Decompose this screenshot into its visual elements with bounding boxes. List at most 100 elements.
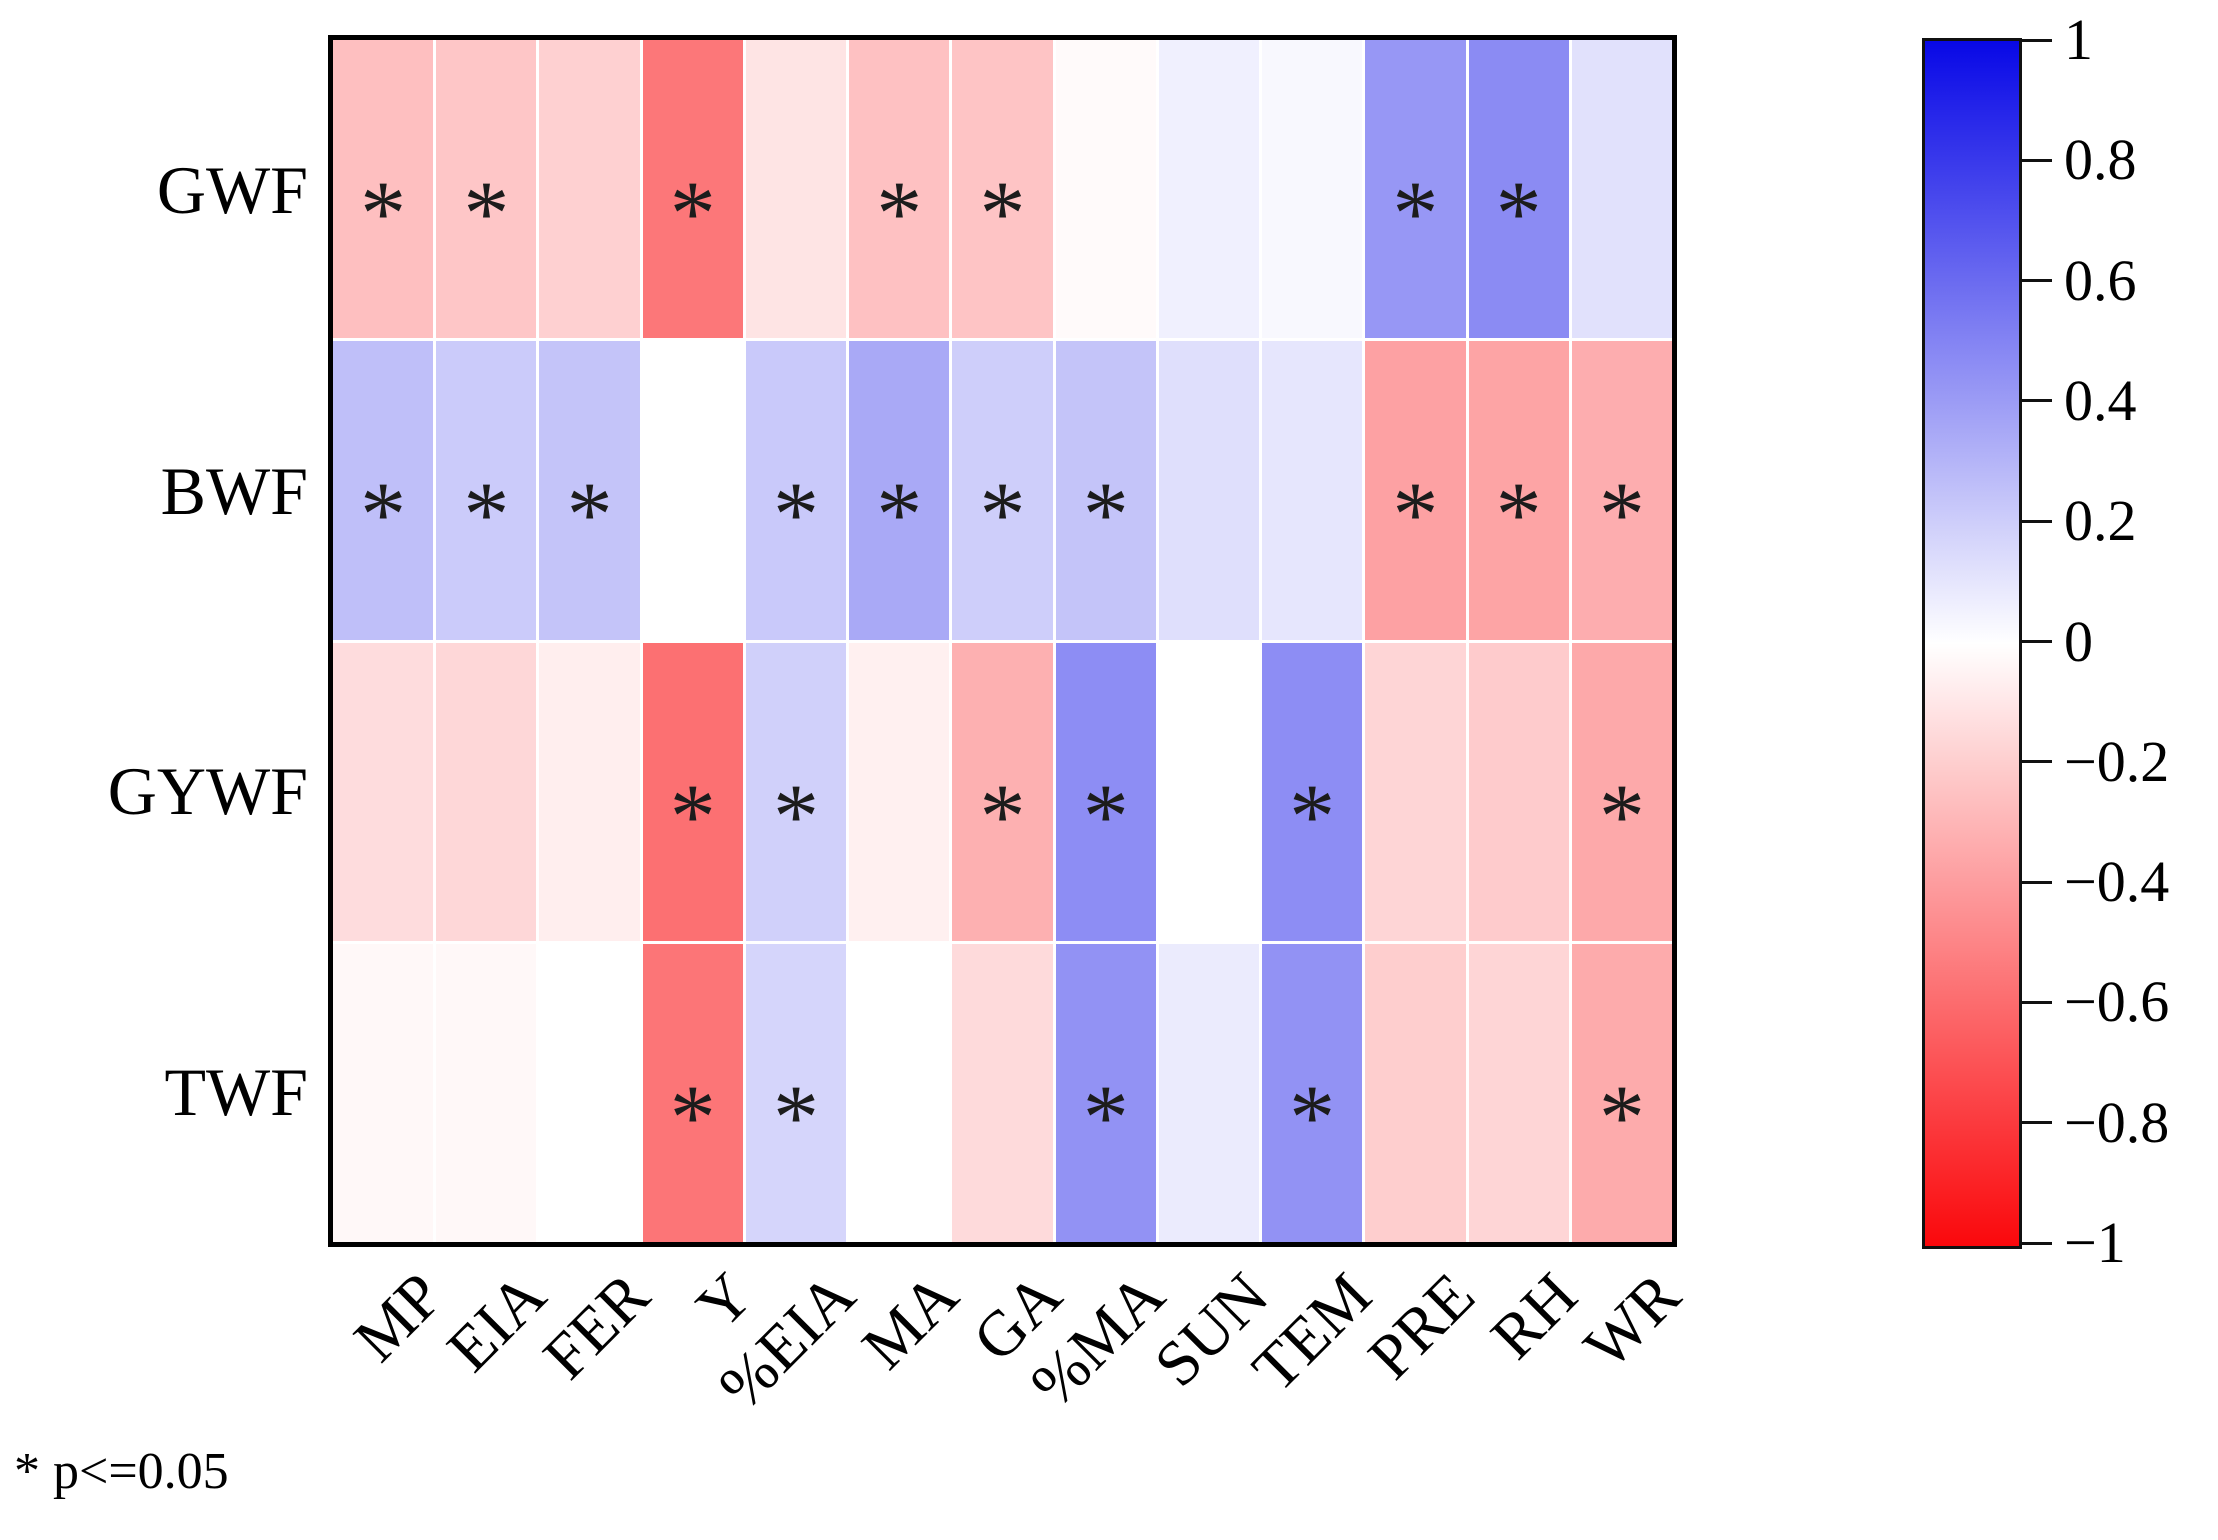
cell-BWF-EIA: * <box>436 341 537 640</box>
colorbar <box>1922 38 2022 1249</box>
cell-TWF-RH <box>1468 943 1569 1242</box>
cell-GWF-PRE: * <box>1365 40 1466 339</box>
significance-marker: * <box>773 1065 820 1168</box>
cell-GWF-RH: * <box>1468 40 1569 339</box>
significance-marker: * <box>876 162 923 265</box>
cell-GWF-WR <box>1571 40 1672 339</box>
significance-marker: * <box>1289 764 1336 867</box>
cell-TWF-Y: * <box>642 943 743 1242</box>
cell-BWF-MA: * <box>849 341 950 640</box>
cell-GYWF-PRE <box>1365 642 1466 941</box>
significance-marker: * <box>1392 463 1439 566</box>
cell-BWF-RH: * <box>1468 341 1569 640</box>
colorbar-tick <box>2022 1241 2052 1245</box>
colorbar-tick-label: −0.6 <box>2064 969 2170 1035</box>
colorbar-tick <box>2022 760 2052 764</box>
colorbar-tick-label: −0.8 <box>2064 1089 2170 1155</box>
row-label-TWF: TWF <box>164 1053 308 1130</box>
cell-TWF-GA <box>952 943 1053 1242</box>
col-label-MP: MP <box>340 1259 456 1375</box>
cell-GYWF-GA: * <box>952 642 1053 941</box>
significance-marker: * <box>463 162 510 265</box>
colorbar-tick <box>2022 1000 2052 1004</box>
cell-BWF-%EIA: * <box>745 341 847 640</box>
cell-GWF-TEM <box>1262 40 1363 339</box>
significance-marker: * <box>360 463 407 566</box>
colorbar-tick-label: 0.6 <box>2064 247 2137 313</box>
cell-GYWF-EIA <box>436 642 537 941</box>
cell-TWF-%MA: * <box>1055 943 1156 1242</box>
significance-marker: * <box>979 463 1026 566</box>
cell-BWF-FER: * <box>539 341 640 640</box>
significance-marker: * <box>1598 1065 1645 1168</box>
colorbar-tick <box>2022 880 2052 884</box>
significance-marker: * <box>876 463 923 566</box>
cell-BWF-WR: * <box>1571 341 1672 640</box>
colorbar-tick-label: 1 <box>2064 7 2093 72</box>
colorbar-tick-label: 0.2 <box>2064 488 2137 554</box>
cell-TWF-%EIA: * <box>745 943 847 1242</box>
significance-marker: * <box>463 463 510 566</box>
colorbar-tick <box>2022 640 2052 643</box>
significance-marker: * <box>979 162 1026 265</box>
cell-GYWF-TEM: * <box>1262 642 1363 941</box>
cell-GWF-MP: * <box>333 40 434 339</box>
significance-marker: * <box>1598 764 1645 867</box>
colorbar-tick <box>2022 279 2052 283</box>
cell-TWF-FER <box>539 943 640 1242</box>
cell-TWF-PRE <box>1365 943 1466 1242</box>
colorbar-tick <box>2022 519 2052 523</box>
cell-TWF-EIA <box>436 943 537 1242</box>
significance-marker: * <box>669 1065 716 1168</box>
significance-marker: * <box>1495 463 1542 566</box>
cell-TWF-MP <box>333 943 434 1242</box>
cell-TWF-TEM: * <box>1262 943 1363 1242</box>
heatmap-plot-area: * * * * * * * * * * * * * * * * * * * * * * * * * * * * <box>328 35 1677 1247</box>
cell-TWF-WR: * <box>1571 943 1672 1242</box>
col-label-WR: WR <box>1570 1259 1694 1383</box>
col-label-SUN: SUN <box>1140 1259 1282 1400</box>
colorbar-tick <box>2022 158 2052 162</box>
significance-marker: * <box>1495 162 1542 265</box>
cell-GWF-SUN <box>1158 40 1260 339</box>
colorbar-tick <box>2022 1121 2052 1125</box>
significance-marker: * <box>773 764 820 867</box>
row-label-BWF: BWF <box>160 452 308 529</box>
colorbar-tick-label: 0.4 <box>2064 367 2137 433</box>
row-label-GWF: GWF <box>156 152 308 229</box>
cell-GYWF-FER <box>539 642 640 941</box>
cell-TWF-MA <box>849 943 950 1242</box>
significance-marker: * <box>669 764 716 867</box>
cell-GYWF-Y: * <box>642 642 743 941</box>
significance-footnote: * p<=0.05 <box>14 1443 229 1500</box>
colorbar-tick <box>2022 399 2052 403</box>
significance-marker: * <box>669 162 716 265</box>
cell-BWF-GA: * <box>952 341 1053 640</box>
significance-marker: * <box>360 162 407 265</box>
cell-BWF-%MA: * <box>1055 341 1156 640</box>
colorbar-tick-label: 0 <box>2064 608 2093 674</box>
row-label-GYWF: GYWF <box>107 753 308 830</box>
colorbar-tick-label: 0.8 <box>2064 127 2137 193</box>
col-label-EIA: EIA <box>433 1259 560 1385</box>
cell-GYWF-%EIA: * <box>745 642 847 941</box>
cell-GWF-%EIA <box>745 40 847 339</box>
col-label-PRE: PRE <box>1354 1259 1488 1393</box>
cell-BWF-TEM <box>1262 341 1363 640</box>
col-label-TEM: TEM <box>1238 1259 1385 1405</box>
col-label-RH: RH <box>1477 1259 1591 1373</box>
cell-GYWF-MA <box>849 642 950 941</box>
significance-marker: * <box>1392 162 1439 265</box>
cell-GYWF-WR: * <box>1571 642 1672 941</box>
cell-GWF-MA: * <box>849 40 950 339</box>
cell-GYWF-SUN <box>1158 642 1260 941</box>
cell-BWF-MP: * <box>333 341 434 640</box>
colorbar-tick-label: −1 <box>2064 1210 2126 1275</box>
significance-marker: * <box>566 463 613 566</box>
cell-BWF-Y <box>642 341 743 640</box>
col-label-MA: MA <box>848 1259 972 1383</box>
cell-GWF-Y: * <box>642 40 743 339</box>
significance-marker: * <box>1082 764 1129 867</box>
cell-BWF-SUN <box>1158 341 1260 640</box>
